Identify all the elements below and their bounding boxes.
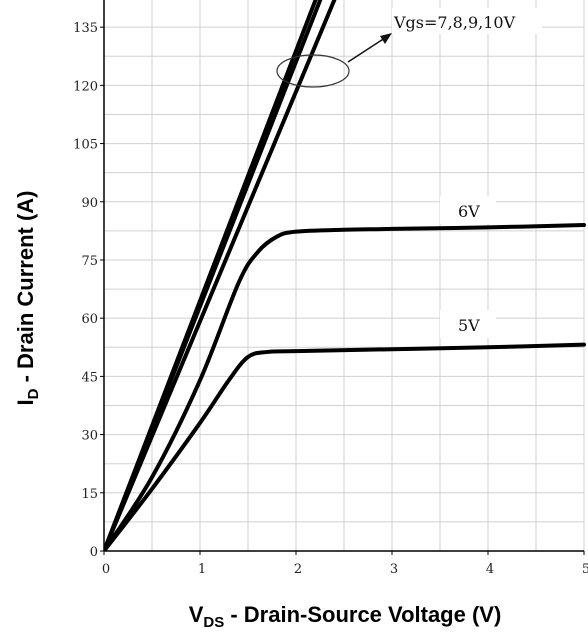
y-tick-label: 90 bbox=[81, 196, 98, 211]
axes bbox=[103, 0, 584, 552]
x-axis-title: VDS - Drain-Source Voltage (V) bbox=[189, 602, 502, 631]
vgs-annotation-arrowhead bbox=[380, 33, 392, 44]
label-6v-bg bbox=[440, 196, 496, 224]
vgs-label: Vgs=7,8,9,10V bbox=[393, 13, 516, 32]
x-tick-label: 5 bbox=[582, 562, 588, 577]
series-line-vgs-7-8-9-10v-2 bbox=[104, 0, 337, 551]
x-tick-label: 0 bbox=[102, 562, 110, 577]
y-tick-label: 15 bbox=[81, 487, 98, 502]
y-tick-label: 75 bbox=[81, 254, 98, 269]
x-tick-label: 2 bbox=[294, 562, 302, 577]
label-5v: 5V bbox=[458, 316, 480, 335]
label-5v-bg bbox=[440, 310, 496, 338]
y-tick-label: 45 bbox=[81, 370, 98, 385]
series-line-5v-4 bbox=[104, 342, 586, 551]
vgs-annotation-arrow bbox=[347, 35, 389, 63]
y-tick-label: 105 bbox=[73, 138, 98, 153]
y-tick-label: 0 bbox=[90, 545, 98, 560]
vgs-group-ellipse bbox=[276, 54, 350, 88]
y-tick-label: 30 bbox=[81, 429, 98, 444]
series-line-6v-3 bbox=[104, 223, 586, 551]
x-tick-label: 4 bbox=[486, 562, 494, 577]
annotations: Vgs=7,8,9,10V 6V 5V bbox=[276, 8, 542, 338]
label-6v: 6V bbox=[458, 202, 480, 221]
grid-lines bbox=[103, 0, 585, 552]
vgs-label-bg bbox=[392, 8, 542, 34]
y-axis-title: ID - Drain Current (A) bbox=[13, 191, 42, 406]
y-tick-label: 120 bbox=[73, 79, 98, 94]
y-tick-label: 135 bbox=[73, 21, 98, 36]
x-tick-label: 3 bbox=[390, 562, 398, 577]
x-tick-label: 1 bbox=[198, 562, 206, 577]
y-tick-label: 60 bbox=[81, 312, 98, 327]
